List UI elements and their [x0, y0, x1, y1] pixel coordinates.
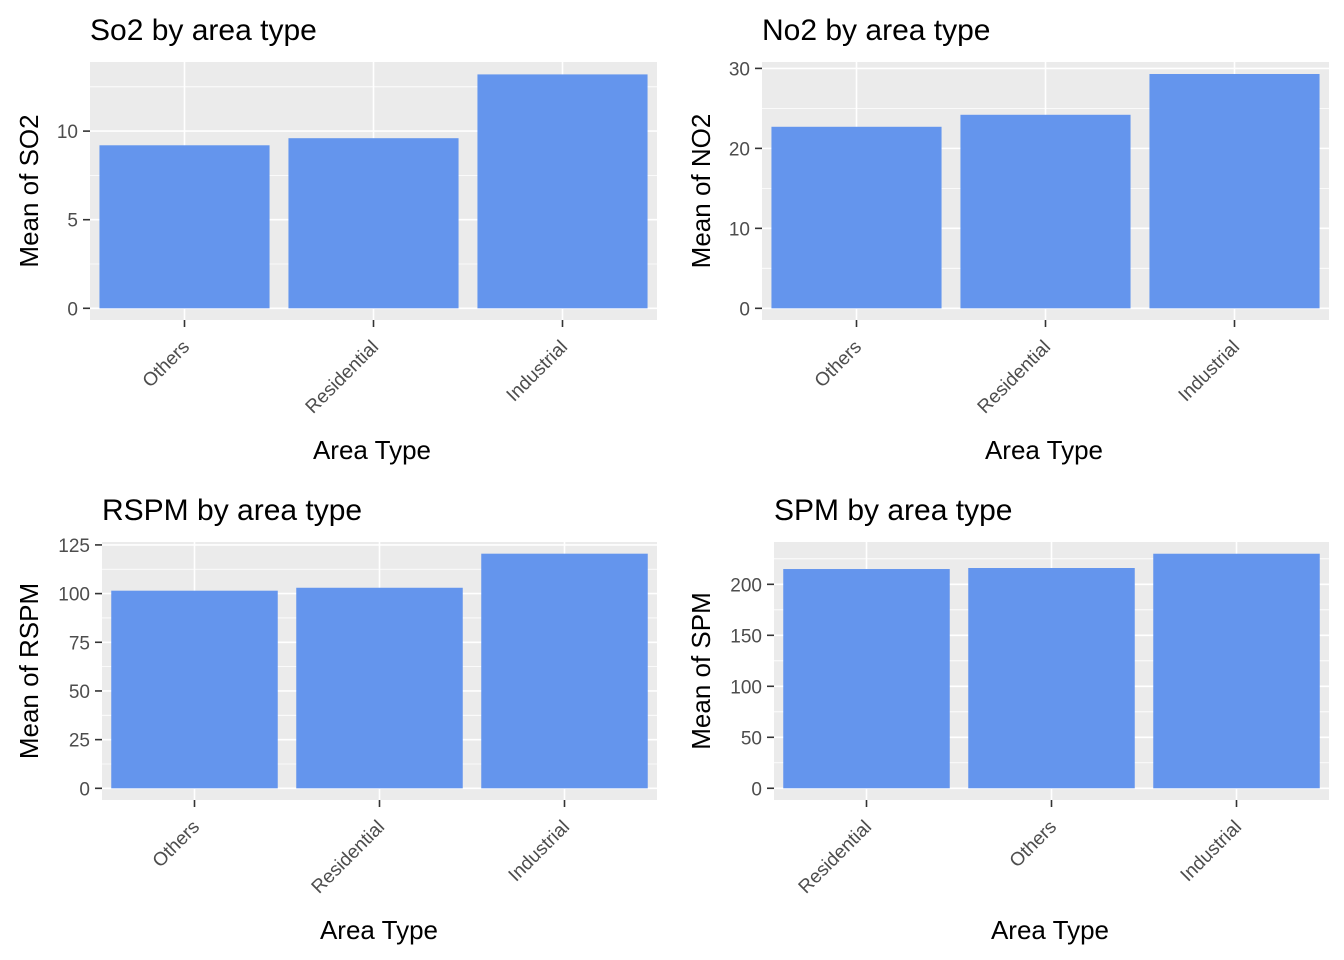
- x-axis-title: Area Type: [320, 915, 438, 945]
- x-tick-label: Industrial: [1175, 337, 1244, 406]
- y-tick-label: 0: [67, 299, 78, 320]
- x-tick-label: Others: [1006, 817, 1061, 872]
- chart-title: No2 by area type: [762, 14, 990, 47]
- bar-industrial: [481, 553, 648, 789]
- y-tick-label: 10: [57, 122, 78, 143]
- y-tick-label: 0: [739, 299, 750, 320]
- bar-industrial: [1153, 553, 1320, 789]
- x-tick-label: Residential: [308, 817, 389, 898]
- x-axis-title: Area Type: [313, 435, 431, 465]
- plot-area: 0 50 100 150 200 Residential Others Industrial: [730, 542, 1329, 898]
- bar-residential: [288, 138, 459, 309]
- y-tick-label: 30: [729, 59, 750, 80]
- chart-title: So2 by area type: [90, 14, 317, 47]
- bar-industrial: [477, 74, 648, 309]
- x-tick-label: Industrial: [503, 337, 572, 406]
- y-axis-title: Mean of NO2: [686, 114, 716, 269]
- y-tick-label: 75: [69, 633, 90, 654]
- y-axis-title: Mean of RSPM: [14, 583, 44, 759]
- bar-residential: [960, 114, 1131, 309]
- y-axis-title: Mean of SO2: [14, 114, 44, 267]
- y-tick-label: 100: [730, 677, 762, 698]
- bar-residential: [296, 587, 463, 789]
- y-axis-title: Mean of SPM: [686, 592, 716, 750]
- chart-no2: 0 10 20 30 Others Residential Industrial No2 b…: [686, 14, 1329, 465]
- bar-others: [99, 145, 270, 309]
- x-axis-title: Area Type: [991, 915, 1109, 945]
- x-tick-label: Others: [149, 817, 204, 872]
- y-tick-label: 0: [79, 779, 90, 800]
- bar-others: [111, 590, 278, 789]
- y-tick-label: 0: [751, 779, 762, 800]
- x-tick-label: Others: [811, 337, 866, 392]
- x-tick-label: Residential: [795, 817, 876, 898]
- bar-others: [968, 568, 1135, 789]
- plot-area: 0 10 20 30 Others Residential Industrial: [729, 59, 1329, 418]
- x-axis-title: Area Type: [985, 435, 1103, 465]
- x-tick-label: Residential: [302, 337, 383, 418]
- y-tick-label: 25: [69, 731, 90, 752]
- y-tick-label: 150: [730, 626, 762, 647]
- plot-area: 0 25 50 75 100 125 Others Residential Industrial: [58, 536, 657, 898]
- chart-title: RSPM by area type: [102, 494, 362, 527]
- chart-so2: 0 5 10 Others Residential Industrial So2 by a…: [14, 14, 657, 465]
- y-tick-label: 200: [730, 575, 762, 596]
- x-tick-label: Others: [139, 337, 194, 392]
- plot-area: 0 5 10 Others Residential Industrial: [57, 62, 657, 418]
- x-tick-label: Industrial: [1177, 817, 1246, 886]
- y-tick-label: 50: [69, 682, 90, 703]
- y-tick-label: 5: [67, 211, 78, 232]
- y-tick-label: 20: [729, 139, 750, 160]
- chart-title: SPM by area type: [774, 494, 1012, 527]
- bar-industrial: [1149, 73, 1320, 309]
- x-tick-label: Residential: [974, 337, 1055, 418]
- bar-residential: [783, 569, 950, 789]
- bar-others: [771, 126, 942, 309]
- y-tick-label: 100: [58, 585, 90, 606]
- chart-rspm: 0 25 50 75 100 125 Others Residential Industrial…: [14, 494, 657, 945]
- y-tick-label: 125: [58, 536, 90, 557]
- y-tick-label: 50: [741, 728, 762, 749]
- y-tick-label: 10: [729, 219, 750, 240]
- x-tick-label: Industrial: [505, 817, 574, 886]
